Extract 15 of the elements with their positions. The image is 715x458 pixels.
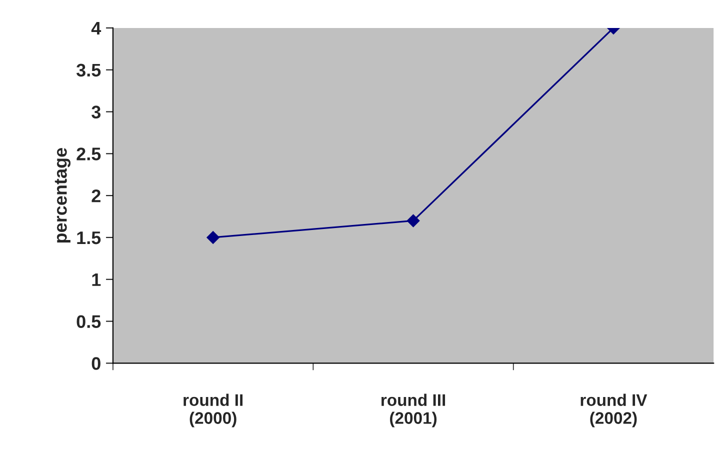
x-tick-label: round IV (2002)	[580, 394, 648, 428]
point	[406, 214, 420, 228]
y-tick-label: 0	[92, 357, 100, 370]
y-tick-label: 2.5	[76, 148, 101, 160]
y-tick-label: 3.5	[76, 64, 101, 77]
y-tick-label: 4	[91, 22, 102, 34]
point	[206, 231, 220, 244]
y-tick-label: 1.5	[77, 232, 101, 244]
y-tick-label: 0.5	[76, 315, 101, 328]
y-tick-label: 1	[92, 274, 101, 286]
y-tick-label: 3	[92, 106, 101, 118]
x-tick-label: round II (2000)	[184, 394, 243, 428]
y-tick-label: 2	[92, 190, 100, 202]
x-tick-label: round III (2001)	[382, 394, 446, 428]
y-axis-title: percentage	[54, 148, 71, 243]
